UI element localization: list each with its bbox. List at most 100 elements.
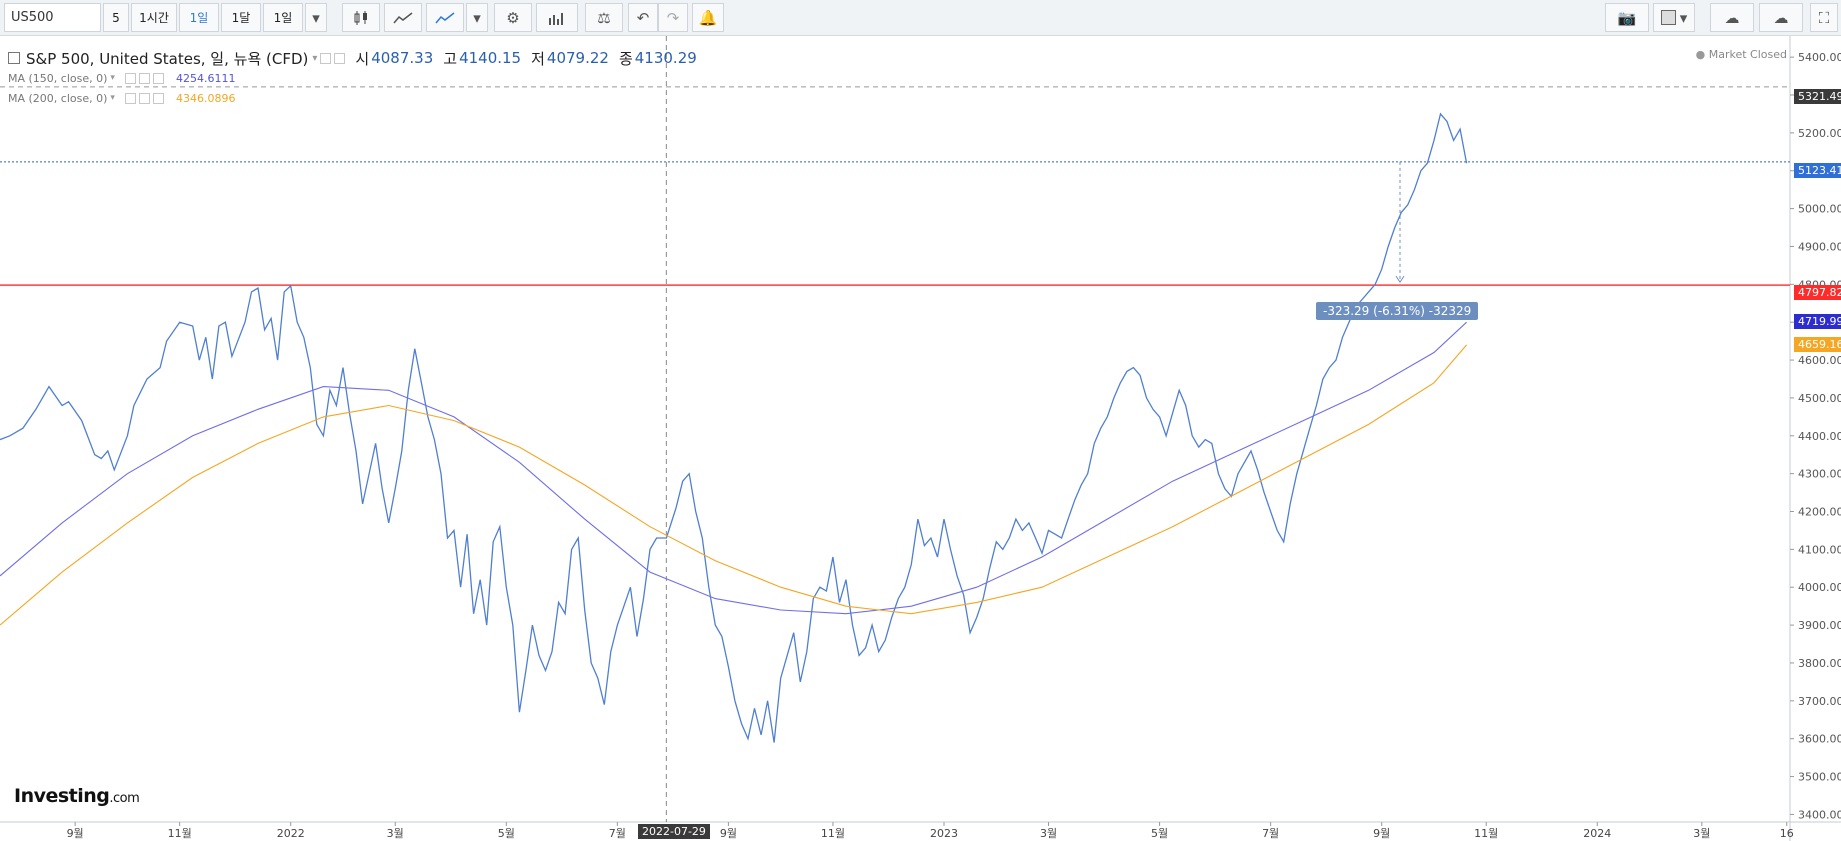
x-tick-label: 5월 (498, 827, 515, 840)
low-label: 저 (531, 49, 545, 68)
interval-1day-button[interactable]: 1일 (179, 3, 219, 32)
measure-arrow-icon (1395, 275, 1405, 284)
close-value: 4130.29 (634, 49, 697, 67)
y-tick-label: 4500.00 (1798, 392, 1841, 405)
load-chart-button[interactable]: ☁ (1710, 3, 1754, 32)
gear-icon: ⚙ (506, 8, 520, 27)
indicators-icon (549, 12, 563, 25)
last-price-label: 5123.41 (1794, 163, 1841, 178)
close-label: 종 (618, 49, 633, 68)
y-tick-label: 4600.00 (1798, 354, 1841, 367)
settings-icon[interactable] (334, 52, 346, 64)
y-tick-label: 4000.00 (1798, 581, 1841, 594)
line-chart-button[interactable] (426, 3, 464, 32)
interval-dropdown-button[interactable]: ▾ (305, 3, 327, 32)
x-tick-label: 3월 (387, 827, 404, 840)
scales-icon: ⚖ (597, 8, 611, 27)
undo-icon: ↶ (636, 8, 650, 27)
interval-1hour-button[interactable]: 1시간 (131, 3, 177, 32)
eye-icon[interactable] (320, 52, 332, 64)
x-tick-label: 2023 (930, 827, 958, 840)
y-tick-label: 4100.00 (1798, 543, 1841, 556)
cloud-download-icon: ☁ (1724, 8, 1740, 27)
area-chart-button[interactable] (384, 3, 422, 32)
chevron-down-icon[interactable]: ▾ (110, 93, 115, 103)
chart-toolbar: US500 5 1시간 1일 1달 1일 ▾ ▾ ⚙ ⚖ ↶ ↷ 🔔 📷 ▾ ☁… (0, 0, 1841, 36)
y-tick-label: 4400.00 (1798, 430, 1841, 443)
low-value: 4079.22 (546, 49, 609, 67)
price-chart[interactable]: 3400.00 3500.00 3600.00 3700.00 3800.00 3900.… (0, 36, 1841, 841)
x-tick-label: 7월 (1262, 827, 1279, 840)
x-tick-label: 2022 (277, 827, 305, 840)
y-tick-label: 3600.00 (1798, 733, 1841, 746)
x-tick-label: 2024 (1583, 827, 1611, 840)
snapshot-button[interactable]: 📷 (1605, 3, 1649, 32)
candles-button[interactable] (342, 3, 380, 32)
chevron-down-icon: ▾ (312, 8, 320, 27)
settings-button[interactable]: ⚙ (494, 3, 532, 32)
x-tick-label: 9월 (67, 827, 84, 840)
x-tick-label: 3월 (1693, 827, 1710, 840)
dashed-line-price-label: 5321.49 (1794, 89, 1841, 104)
layout-button[interactable]: ▾ (1653, 3, 1695, 32)
candlestick-icon (354, 10, 367, 25)
square-icon (1660, 10, 1676, 25)
collapse-legend-icon[interactable] (8, 52, 20, 64)
y-tick-label: 4300.00 (1798, 468, 1841, 481)
y-tick-label: 4200.00 (1798, 506, 1841, 519)
ma150-price-label: 4719.99 (1794, 314, 1841, 329)
interval-1month-button[interactable]: 1달 (221, 3, 261, 32)
high-label: 고 (443, 49, 458, 68)
ma150-value: 4254.6111 (175, 71, 236, 85)
chevron-down-icon[interactable]: ▾ (312, 52, 318, 64)
x-tick-label: 11월 (1474, 827, 1498, 840)
ma150-label: MA (150, close, 0) (8, 71, 108, 85)
chevron-down-icon[interactable]: ▾ (110, 73, 115, 83)
status-dot-icon: ● (1695, 48, 1706, 61)
compare-button[interactable]: ⚖ (585, 3, 623, 32)
redo-icon: ↷ (666, 8, 680, 27)
chevron-down-icon: ▾ (1679, 8, 1688, 27)
x-tick-label: 11월 (168, 827, 192, 840)
bell-plus-icon: 🔔 (698, 8, 718, 27)
line-chart-icon (435, 11, 455, 23)
eye-icon[interactable] (124, 72, 136, 84)
undo-button[interactable]: ↶ (628, 3, 658, 32)
interval-custom-button[interactable]: 1일 (263, 3, 303, 32)
high-value: 4140.15 (459, 49, 522, 67)
ma200-price-label: 4659.16 (1794, 337, 1841, 352)
ma200-label: MA (200, close, 0) (8, 91, 108, 105)
fullscreen-icon: ⛶ (1818, 8, 1830, 27)
fullscreen-button[interactable]: ⛶ (1810, 3, 1838, 32)
save-chart-button[interactable]: ☁ (1759, 3, 1803, 32)
chevron-down-icon: ▾ (473, 8, 481, 27)
cloud-upload-icon: ☁ (1773, 8, 1789, 27)
y-tick-label: 3800.00 (1798, 657, 1841, 670)
settings-icon[interactable] (138, 92, 150, 104)
redo-button[interactable]: ↷ (658, 3, 688, 32)
y-tick-label: 4900.00 (1798, 240, 1841, 253)
settings-icon[interactable] (138, 72, 150, 84)
close-icon[interactable] (152, 72, 164, 84)
y-tick-label: 5200.00 (1798, 127, 1841, 140)
ma200-value: 4346.0896 (175, 91, 236, 105)
chart-type-dropdown-button[interactable]: ▾ (466, 3, 488, 32)
y-tick-label: 5000.00 (1798, 203, 1841, 216)
indicators-button[interactable] (536, 3, 578, 32)
y-tick-label: 3400.00 (1798, 808, 1841, 821)
interval-5min-button[interactable]: 5 (103, 3, 129, 32)
x-tick-label: 16 (1780, 827, 1794, 840)
add-alert-button[interactable]: 🔔 (692, 3, 724, 32)
x-tick-label: 9월 (720, 827, 737, 840)
area-chart-icon (393, 11, 413, 23)
measure-tooltip: -323.29 (-6.31%) -32329 (1316, 302, 1479, 320)
symbol-input[interactable]: US500 (4, 3, 101, 32)
y-tick-label: 3700.00 (1798, 695, 1841, 708)
x-tick-label: 5월 (1151, 827, 1168, 840)
camera-icon: 📷 (1617, 8, 1637, 27)
market-status-text: Market Closed (1708, 48, 1787, 61)
eye-icon[interactable] (124, 92, 136, 104)
close-icon[interactable] (152, 92, 164, 104)
investing-logo: Investing.com (14, 785, 140, 807)
